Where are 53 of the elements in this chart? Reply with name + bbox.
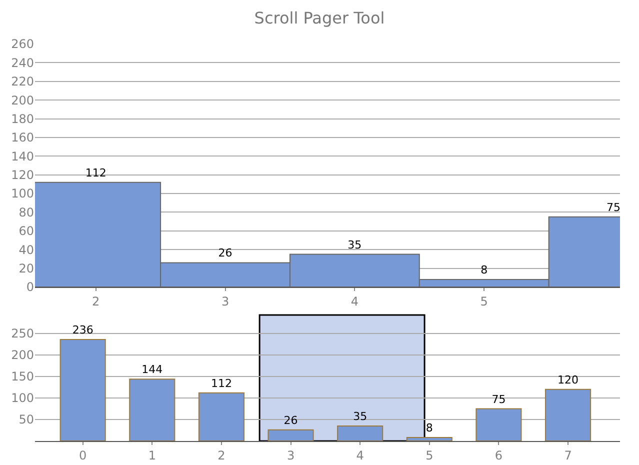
- y-tick-label: 60: [18, 224, 34, 238]
- y-tick-label: 160: [11, 130, 34, 145]
- y-tick-label: 120: [11, 168, 34, 182]
- x-tick-label: 1: [148, 448, 156, 462]
- bar: [268, 429, 314, 441]
- x-tick-label: 2: [92, 294, 100, 308]
- data-label: 35: [348, 238, 362, 252]
- y-tick-label: 40: [18, 242, 34, 257]
- data-label: 75: [606, 200, 621, 214]
- y-tick-label: 140: [11, 149, 34, 164]
- y-tick-label: 260: [11, 37, 34, 52]
- x-tick-label: 6: [494, 448, 503, 462]
- x-tick-label: 4: [356, 448, 364, 462]
- y-tick-label: 50: [18, 412, 34, 427]
- y-tick-label: 150: [11, 370, 34, 384]
- x-tick-label: 3: [286, 448, 295, 462]
- data-label: 35: [353, 410, 368, 423]
- data-label: 120: [558, 373, 579, 386]
- bar: [129, 378, 176, 441]
- chart-title: Scroll Pager Tool: [254, 8, 385, 28]
- x-tick-label: 2: [218, 448, 226, 462]
- y-tick-label: 200: [11, 348, 34, 362]
- y-tick-label: 100: [11, 186, 34, 201]
- bar: [337, 425, 384, 441]
- bar: [544, 388, 592, 441]
- y-tick-label: 80: [18, 205, 34, 220]
- x-tick-label: 5: [480, 294, 488, 308]
- y-tick-label: 240: [11, 56, 34, 70]
- data-label: 8: [426, 422, 433, 435]
- y-tick-label: 180: [11, 112, 34, 126]
- y-tick-label: 100: [11, 391, 34, 406]
- x-tick-label: 3: [221, 294, 230, 308]
- y-tick-label: 250: [11, 326, 34, 341]
- y-tick-label: 20: [18, 262, 34, 276]
- data-label: 26: [218, 246, 232, 260]
- data-label: 8: [480, 264, 488, 277]
- bar: [476, 408, 522, 441]
- data-label: 112: [210, 376, 232, 390]
- data-label: 144: [142, 363, 163, 376]
- x-tick-label: 4: [350, 294, 358, 308]
- y-tick-label: 200: [11, 93, 34, 108]
- y-tick-label: 220: [11, 74, 34, 89]
- y-tick-label: 0: [26, 280, 34, 294]
- x-tick-label: 7: [564, 448, 572, 462]
- data-label: 112: [85, 166, 106, 180]
- data-label: 236: [72, 324, 94, 337]
- x-tick-label: 0: [79, 448, 87, 462]
- bar: [406, 437, 452, 441]
- data-label: 26: [284, 414, 298, 427]
- bar: [60, 339, 106, 441]
- data-label: 75: [492, 392, 506, 406]
- bar: [198, 392, 244, 441]
- x-tick-label: 5: [426, 448, 434, 462]
